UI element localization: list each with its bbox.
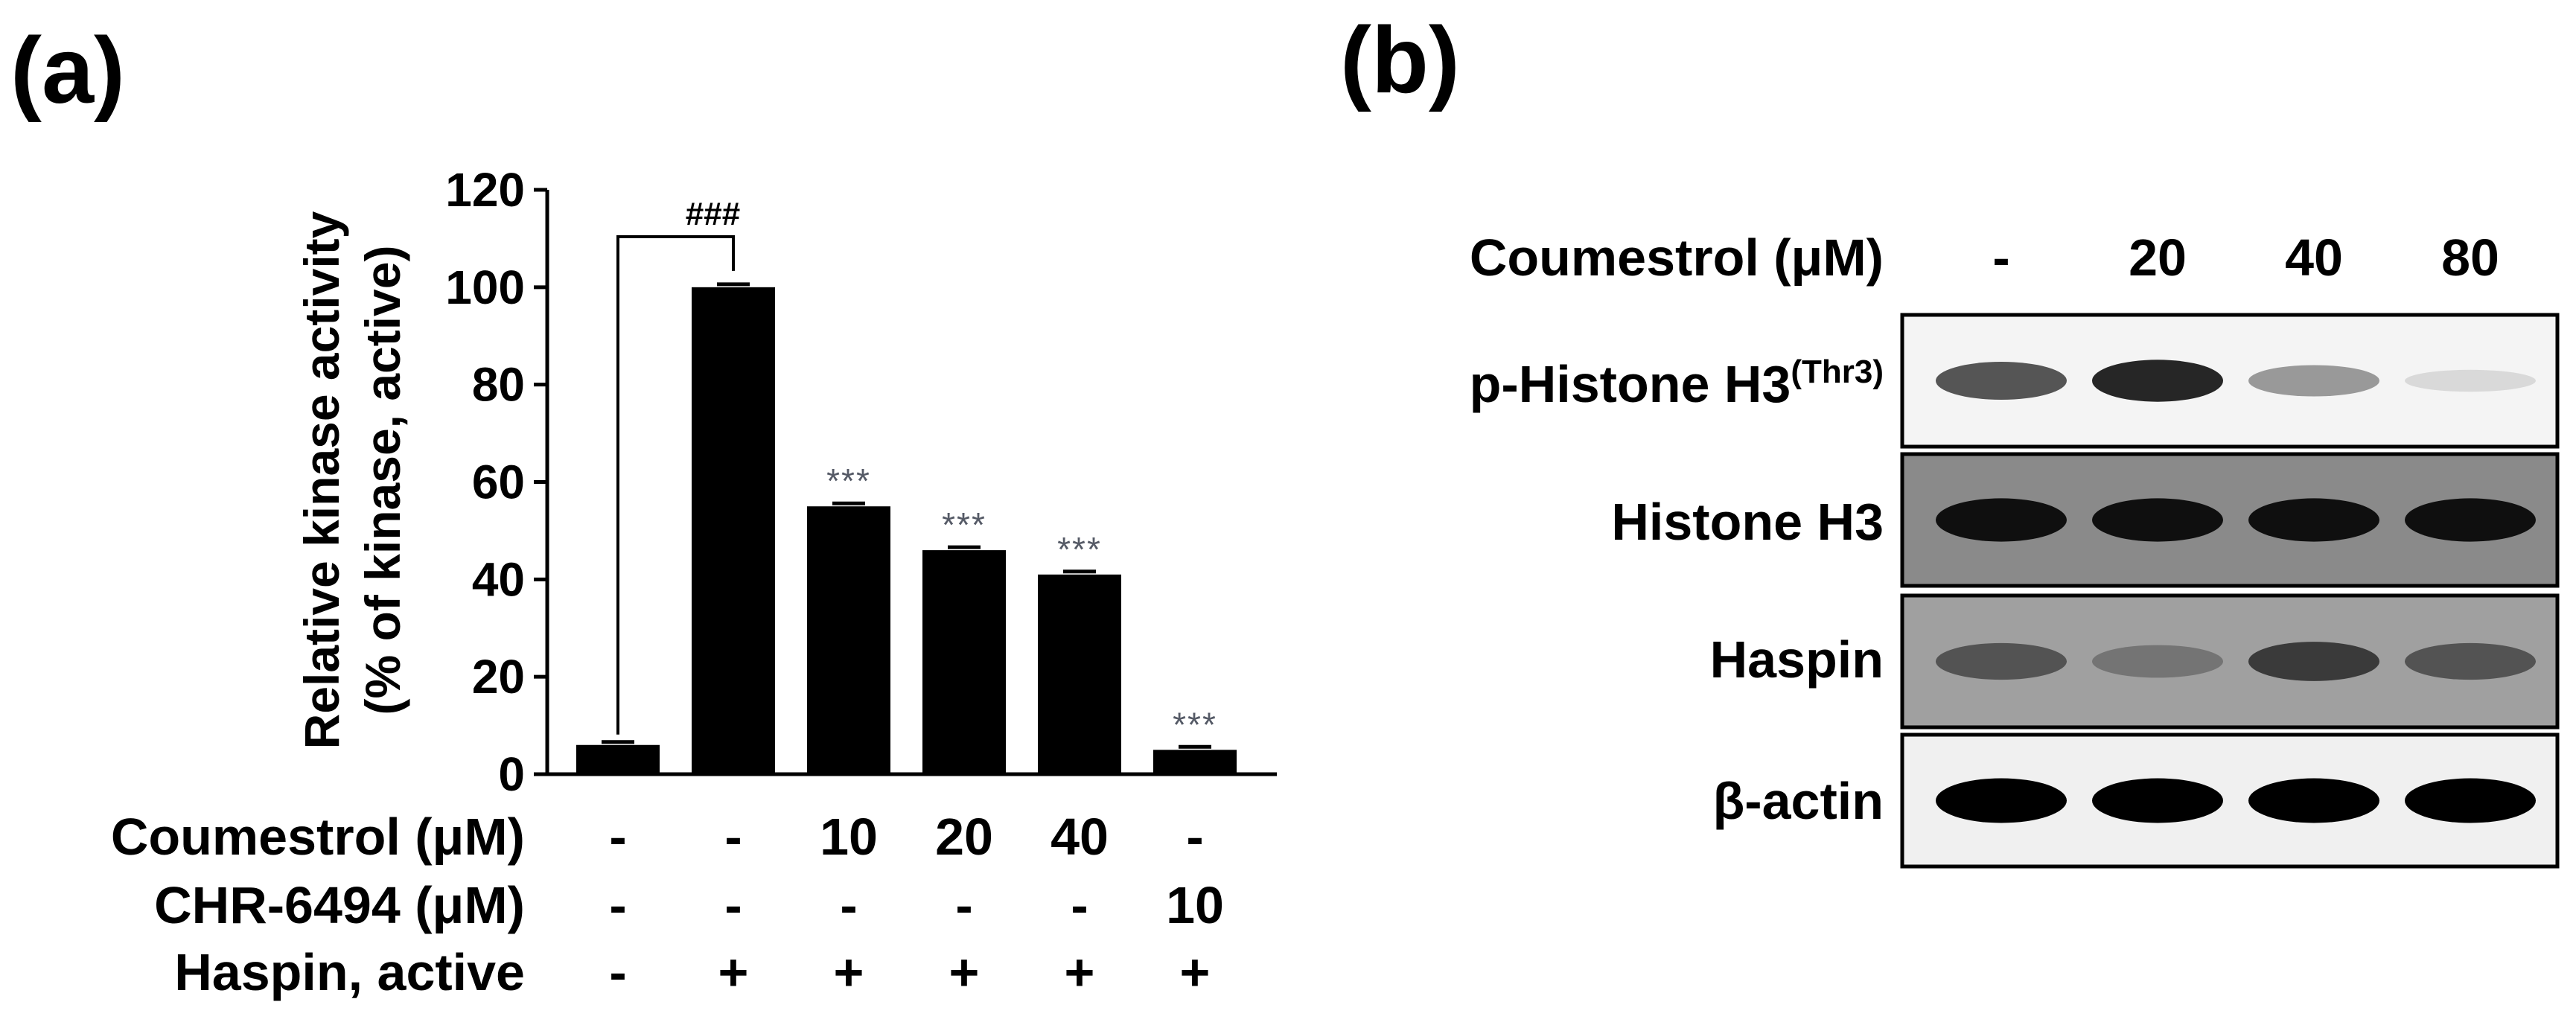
blot-row: β-actin <box>1713 732 2560 869</box>
blot-row: Histone H3 <box>1611 452 2560 588</box>
blot-band <box>2248 365 2379 397</box>
blot-header-label: Coumestrol (μM) <box>1470 229 1884 287</box>
condition-label: CHR-6494 (μM) <box>154 876 525 934</box>
condition-value: - <box>609 943 626 1001</box>
condition-value: + <box>949 943 980 1001</box>
blot-rows: p-Histone H3(Thr3) Histone H3 Haspin β-acti… <box>1470 313 2560 869</box>
condition-value: + <box>834 943 864 1001</box>
y-axis-title-line2: (% of kinase, active) <box>355 246 410 715</box>
panel-b-label: (b) <box>1340 7 1460 112</box>
condition-value: - <box>1186 808 1203 866</box>
y-tick-label: 40 <box>472 552 525 606</box>
condition-value: 20 <box>935 808 993 866</box>
condition-value: 10 <box>820 808 878 866</box>
bracket-line <box>616 235 735 735</box>
significance-mark: *** <box>826 462 871 500</box>
blot-lane-label: - <box>1992 229 2009 287</box>
blot-band <box>2405 642 2536 680</box>
y-tick-label: 100 <box>445 261 525 314</box>
blot-band <box>2092 645 2223 678</box>
significance-mark: *** <box>1173 705 1217 744</box>
bar-chart: Relative kinase activity (% of kinase, a… <box>111 163 1277 1001</box>
bracket-label: ### <box>686 196 740 232</box>
blot-row-label: p-Histone H3(Thr3) <box>1470 354 1884 413</box>
blot-lane-label: 80 <box>2441 229 2499 287</box>
condition-value: + <box>718 943 749 1001</box>
condition-value: 10 <box>1166 876 1224 934</box>
western-blot: Coumestrol (μM) - 20 40 80 p-Histone H3(Thr… <box>1470 229 2560 869</box>
bar <box>1038 574 1121 774</box>
bar <box>922 550 1006 774</box>
blot-band <box>2092 360 2223 402</box>
bars <box>576 282 1237 774</box>
condition-value: - <box>1071 876 1088 934</box>
blot-row-label: β-actin <box>1713 772 1884 830</box>
blot-row-label: Histone H3 <box>1611 493 1884 551</box>
blot-band <box>2092 498 2223 542</box>
blot-band <box>2405 369 2536 392</box>
condition-value: - <box>609 876 626 934</box>
blot-lane-label: 40 <box>2285 229 2343 287</box>
bar <box>807 506 890 774</box>
blot-band <box>1936 498 2067 542</box>
condition-value: - <box>609 808 626 866</box>
significance-mark: *** <box>942 505 986 544</box>
blot-row: p-Histone H3(Thr3) <box>1470 313 2560 449</box>
significance-marks: *** *** *** *** <box>826 462 1217 744</box>
blot-band <box>2405 498 2536 542</box>
y-tick-label: 20 <box>472 650 525 703</box>
condition-value: - <box>955 876 972 934</box>
panel-a-label: (a) <box>10 18 125 123</box>
condition-value: - <box>724 808 742 866</box>
condition-table: Coumestrol (μM) - - 10 20 40 - CHR-6494 (μM) - - -… <box>111 808 1224 1001</box>
condition-value: + <box>1065 943 1095 1001</box>
blot-band <box>2248 778 2379 823</box>
blot-band <box>2405 778 2536 823</box>
blot-band <box>1936 778 2067 823</box>
blot-band <box>2248 498 2379 542</box>
blot-lane-label: 20 <box>2129 229 2187 287</box>
y-tick-label: 80 <box>472 358 525 412</box>
y-tick-label: 0 <box>498 747 525 801</box>
bar <box>576 744 660 774</box>
blot-band <box>2248 642 2379 681</box>
bar <box>1153 750 1237 774</box>
condition-label: Haspin, active <box>174 943 525 1001</box>
blot-band <box>1936 362 2067 400</box>
blot-band <box>1936 642 2067 680</box>
blot-row: Haspin <box>1710 593 2560 730</box>
condition-value: - <box>840 876 857 934</box>
y-tick-label: 120 <box>445 163 525 217</box>
condition-label: Coumestrol (μM) <box>111 808 525 866</box>
y-axis-title-line1: Relative kinase activity <box>294 211 349 749</box>
blot-band <box>2092 778 2223 823</box>
bar <box>692 287 775 774</box>
blot-lane-labels: - 20 40 80 <box>1992 229 2499 287</box>
comparison-bracket: ### <box>616 196 740 735</box>
y-axis: 0 20 40 60 80 100 120 <box>445 163 1277 801</box>
condition-value: 40 <box>1051 808 1109 866</box>
y-axis-title: Relative kinase activity (% of kinase, a… <box>294 211 410 749</box>
condition-value: - <box>724 876 742 934</box>
y-tick-label: 60 <box>472 456 525 509</box>
condition-value: + <box>1180 943 1211 1001</box>
significance-mark: *** <box>1057 530 1102 569</box>
blot-row-label: Haspin <box>1710 631 1884 689</box>
